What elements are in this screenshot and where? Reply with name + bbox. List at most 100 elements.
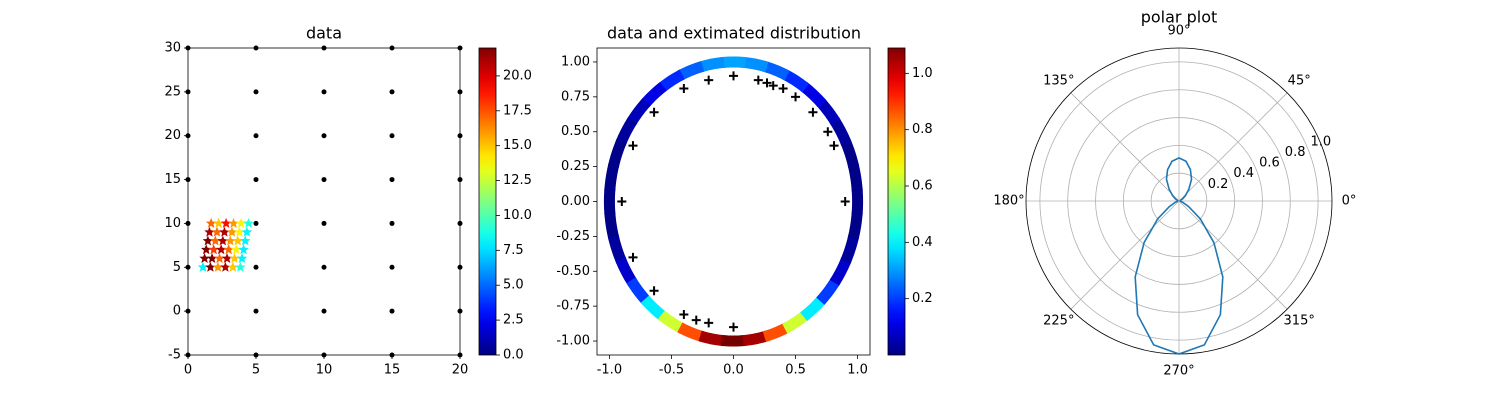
ring-segment — [604, 162, 620, 192]
point — [253, 177, 259, 183]
point — [235, 217, 247, 228]
y-tick-label: 0.75 — [561, 89, 590, 104]
colorbar — [887, 47, 906, 356]
ring-segment — [762, 322, 790, 342]
point — [704, 318, 714, 328]
y-tick-label: -5 — [168, 348, 181, 363]
ring-segment — [782, 310, 810, 334]
ring-segment — [720, 334, 747, 347]
r-tick-label: 0.2 — [1208, 177, 1229, 192]
ring-segment — [851, 187, 864, 216]
ring-segment — [626, 277, 651, 305]
point — [206, 253, 218, 263]
y-tick-label: 0.50 — [561, 124, 590, 139]
point — [649, 286, 659, 296]
ring-segment — [615, 257, 638, 286]
ring-segment — [816, 98, 841, 126]
point — [243, 217, 254, 228]
point — [253, 220, 259, 226]
point — [213, 217, 224, 228]
ring-segment — [800, 295, 827, 321]
point — [617, 197, 627, 206]
ring-segment — [829, 117, 852, 146]
ring-segment — [800, 82, 827, 108]
ring-segment — [847, 211, 863, 241]
colorbar-tick-label: 0.8 — [912, 122, 933, 137]
ring-segment — [742, 330, 769, 347]
point — [389, 89, 395, 95]
point — [202, 235, 214, 246]
ring-segment — [640, 295, 667, 321]
ring-segment — [816, 277, 841, 305]
point — [215, 244, 227, 255]
x-tick-label: 1.0 — [847, 363, 868, 378]
chart-title: polar plot — [1141, 8, 1218, 27]
point — [212, 261, 224, 272]
grid-spoke — [1178, 92, 1288, 202]
y-tick-label: 10 — [164, 216, 181, 231]
point — [217, 235, 229, 246]
r-tick-label: 0.4 — [1233, 166, 1254, 181]
point — [200, 244, 212, 255]
theta-tick-label: 0° — [1342, 194, 1357, 209]
colorbar-tick-label: 20.0 — [503, 68, 532, 83]
r-tick-label: 0.8 — [1285, 145, 1306, 160]
ring-segment — [657, 310, 685, 334]
axes-frame — [187, 47, 461, 356]
y-tick-label: 0.25 — [561, 159, 590, 174]
theta-tick-label: 180° — [993, 194, 1024, 209]
ring-segment — [607, 234, 627, 264]
grid-spoke — [1070, 92, 1180, 202]
theta-tick-label: 270° — [1163, 364, 1194, 379]
x-tick-label: 0.5 — [785, 363, 806, 378]
point — [219, 226, 230, 237]
point — [241, 226, 253, 237]
colorbar-tick-label: 0.0 — [503, 348, 524, 363]
theta-tick-label: 90° — [1167, 24, 1190, 39]
point — [389, 133, 395, 139]
colorbar-tick-label: 0.4 — [912, 235, 933, 250]
point — [225, 235, 236, 246]
y-tick-label: 1.00 — [561, 54, 590, 69]
ring-segment — [698, 330, 725, 347]
point — [238, 244, 249, 255]
ring-segment — [847, 162, 863, 192]
chart-title: data — [306, 24, 342, 43]
colorbar-tick-label: 1.0 — [912, 66, 933, 81]
ring-segment — [677, 322, 705, 342]
point — [729, 322, 738, 332]
ring-segment — [840, 139, 860, 169]
ring-segment — [762, 61, 790, 81]
x-tick-label: 0.0 — [723, 363, 744, 378]
point — [321, 133, 327, 139]
point — [704, 75, 714, 85]
grid-spoke — [1178, 200, 1288, 310]
colorbar-tick-label: 7.5 — [503, 243, 524, 258]
ring-segment — [677, 61, 705, 81]
point — [205, 217, 217, 228]
point — [204, 226, 215, 237]
point — [823, 127, 833, 137]
ring-segment — [742, 56, 769, 73]
point — [628, 252, 638, 262]
point — [389, 308, 395, 314]
point — [808, 107, 818, 117]
point — [221, 253, 233, 263]
theta-tick-label: 315° — [1284, 314, 1315, 329]
theta-tick-label: 225° — [1043, 314, 1074, 329]
point — [840, 197, 850, 206]
point — [679, 310, 689, 320]
r-tick-label: 0.6 — [1259, 156, 1280, 171]
r-tick-label: 1.0 — [1311, 134, 1332, 149]
point — [729, 71, 738, 81]
point — [199, 253, 210, 263]
polar-line — [1134, 156, 1224, 355]
point — [649, 107, 659, 117]
y-tick-label: 0 — [173, 304, 181, 319]
theta-tick-label: 45° — [1288, 73, 1311, 88]
x-tick-label: 0 — [184, 363, 192, 378]
point — [253, 133, 259, 139]
y-tick-label: -0.50 — [556, 264, 590, 279]
point — [240, 235, 251, 246]
point — [321, 220, 327, 226]
